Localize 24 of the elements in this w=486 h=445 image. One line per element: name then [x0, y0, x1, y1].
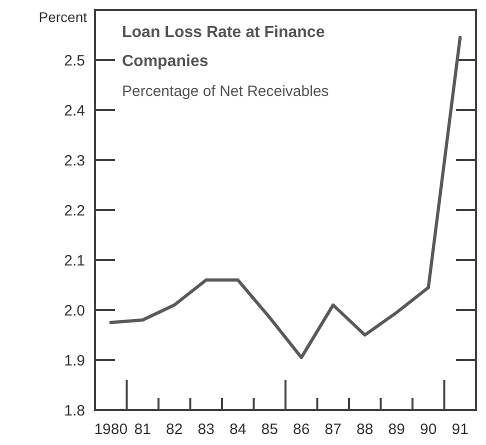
x-tick-label: 81 [134, 421, 151, 438]
y-axis-title: Percent [38, 9, 88, 25]
y-tick-label: 1.8 [64, 402, 85, 420]
y-tick-label: 2.2 [64, 202, 85, 220]
x-tick-label: 84 [230, 421, 246, 438]
x-tick-label: 89 [388, 421, 405, 438]
y-tick-label: 2.5 [64, 52, 85, 70]
x-tick-label: 1980 [94, 421, 128, 438]
y-tick-label: 2.4 [64, 102, 85, 120]
x-tick-label: 87 [324, 421, 342, 438]
y-tick-label: 2.3 [64, 152, 85, 170]
x-tick-label: 83 [198, 421, 214, 438]
line-series [109, 36, 462, 360]
y-tick-label: 2.0 [64, 302, 85, 320]
x-tick-label: 85 [261, 421, 278, 438]
text: Loan Loss Rate at Finance Companies [122, 24, 325, 70]
y-tick-label: 1.9 [64, 352, 85, 370]
x-tick-label: 90 [420, 421, 437, 438]
text: Percentage of Net Receivables [122, 83, 329, 100]
x-tick-label: 82 [166, 421, 183, 438]
y-tick-label: 2.1 [64, 252, 85, 270]
x-tick-label: 91 [452, 421, 468, 438]
x-tick-label: 88 [356, 421, 374, 438]
x-tick-label: 86 [293, 421, 310, 438]
